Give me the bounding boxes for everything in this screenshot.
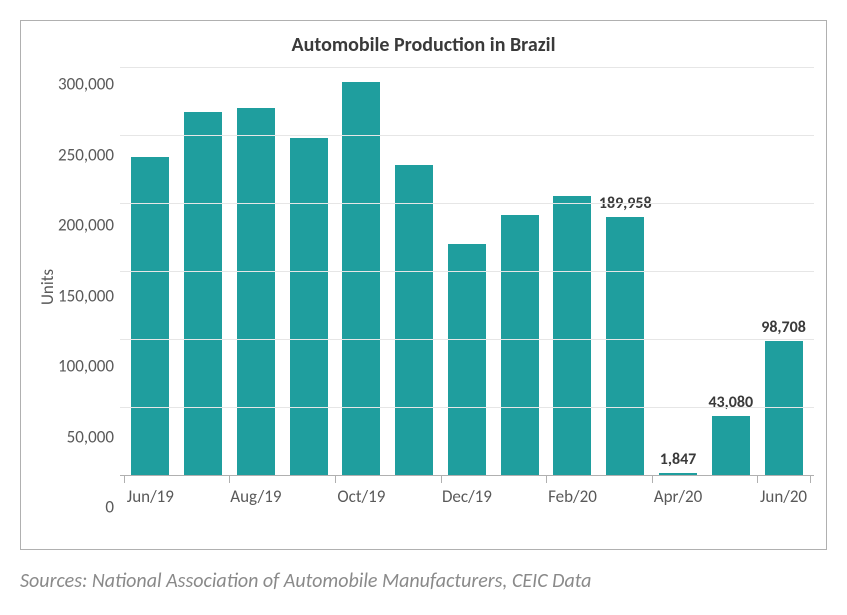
x-tick: [124, 476, 125, 483]
x-axis-labels: Jun/19 Aug/19 Oct/19 Dec/19 Feb/20 Apr/20 Jun/…: [120, 486, 814, 507]
y-tick-label: 0: [105, 499, 114, 516]
bar: [184, 112, 222, 475]
bar: [553, 196, 591, 475]
x-tick: [441, 476, 442, 483]
bar: [712, 416, 750, 475]
bar-value-label: 1,847: [660, 450, 697, 469]
gridline: [120, 407, 814, 408]
x-tick-label: [388, 486, 441, 507]
chart-title: Automobile Production in Brazil: [33, 33, 814, 57]
x-tick-label: [493, 486, 546, 507]
x-tick: [652, 476, 653, 483]
bar: [342, 82, 380, 475]
y-tick-label: 300,000: [58, 76, 114, 93]
gridline: [120, 339, 814, 340]
bar-value-label: 98,708: [761, 318, 806, 337]
bar: [501, 215, 539, 475]
bar: [290, 138, 328, 475]
x-tick: [810, 476, 811, 483]
chart-container: Automobile Production in Brazil Units 30…: [20, 20, 827, 550]
plot-area: Units 300,000 250,000 200,000 150,000 100,00…: [33, 67, 814, 507]
plot-region: 189,9581,84743,08098,708: [120, 67, 814, 476]
y-tick-label: 250,000: [58, 146, 114, 163]
gridline: [120, 203, 814, 204]
y-tick-label: 150,000: [58, 287, 114, 304]
x-axis-ticks: [120, 476, 814, 484]
x-tick-label: [177, 486, 230, 507]
bar: [659, 473, 697, 476]
x-tick-label: Oct/19: [335, 486, 388, 507]
x-tick-label: [599, 486, 652, 507]
source-text: Sources: National Association of Automob…: [20, 568, 827, 595]
bar: [395, 165, 433, 475]
bar: [131, 157, 169, 475]
y-axis-label: Units: [33, 67, 58, 507]
bar: [237, 108, 275, 475]
x-tick-label: Feb/20: [546, 486, 599, 507]
y-axis-ticks: 300,000 250,000 200,000 150,000 100,000 50,00…: [58, 67, 120, 507]
y-tick-label: 200,000: [58, 217, 114, 234]
y-tick-label: 100,000: [58, 358, 114, 375]
gridline: [120, 271, 814, 272]
x-tick-label: Apr/20: [652, 486, 705, 507]
x-tick: [229, 476, 230, 483]
bar: [448, 244, 486, 475]
y-tick-label: 50,000: [67, 428, 114, 445]
x-tick-label: Jun/20: [757, 486, 810, 507]
x-tick: [335, 476, 336, 483]
x-tick-label: Dec/19: [441, 486, 494, 507]
x-tick: [757, 476, 758, 483]
x-tick-label: Jun/19: [124, 486, 177, 507]
bar: [606, 217, 644, 475]
gridline: [120, 135, 814, 136]
bar-value-label: 43,080: [708, 393, 753, 412]
x-tick-label: [704, 486, 757, 507]
x-tick: [546, 476, 547, 483]
gridline: [120, 67, 814, 68]
x-tick-label: [282, 486, 335, 507]
x-tick-label: Aug/19: [229, 486, 282, 507]
